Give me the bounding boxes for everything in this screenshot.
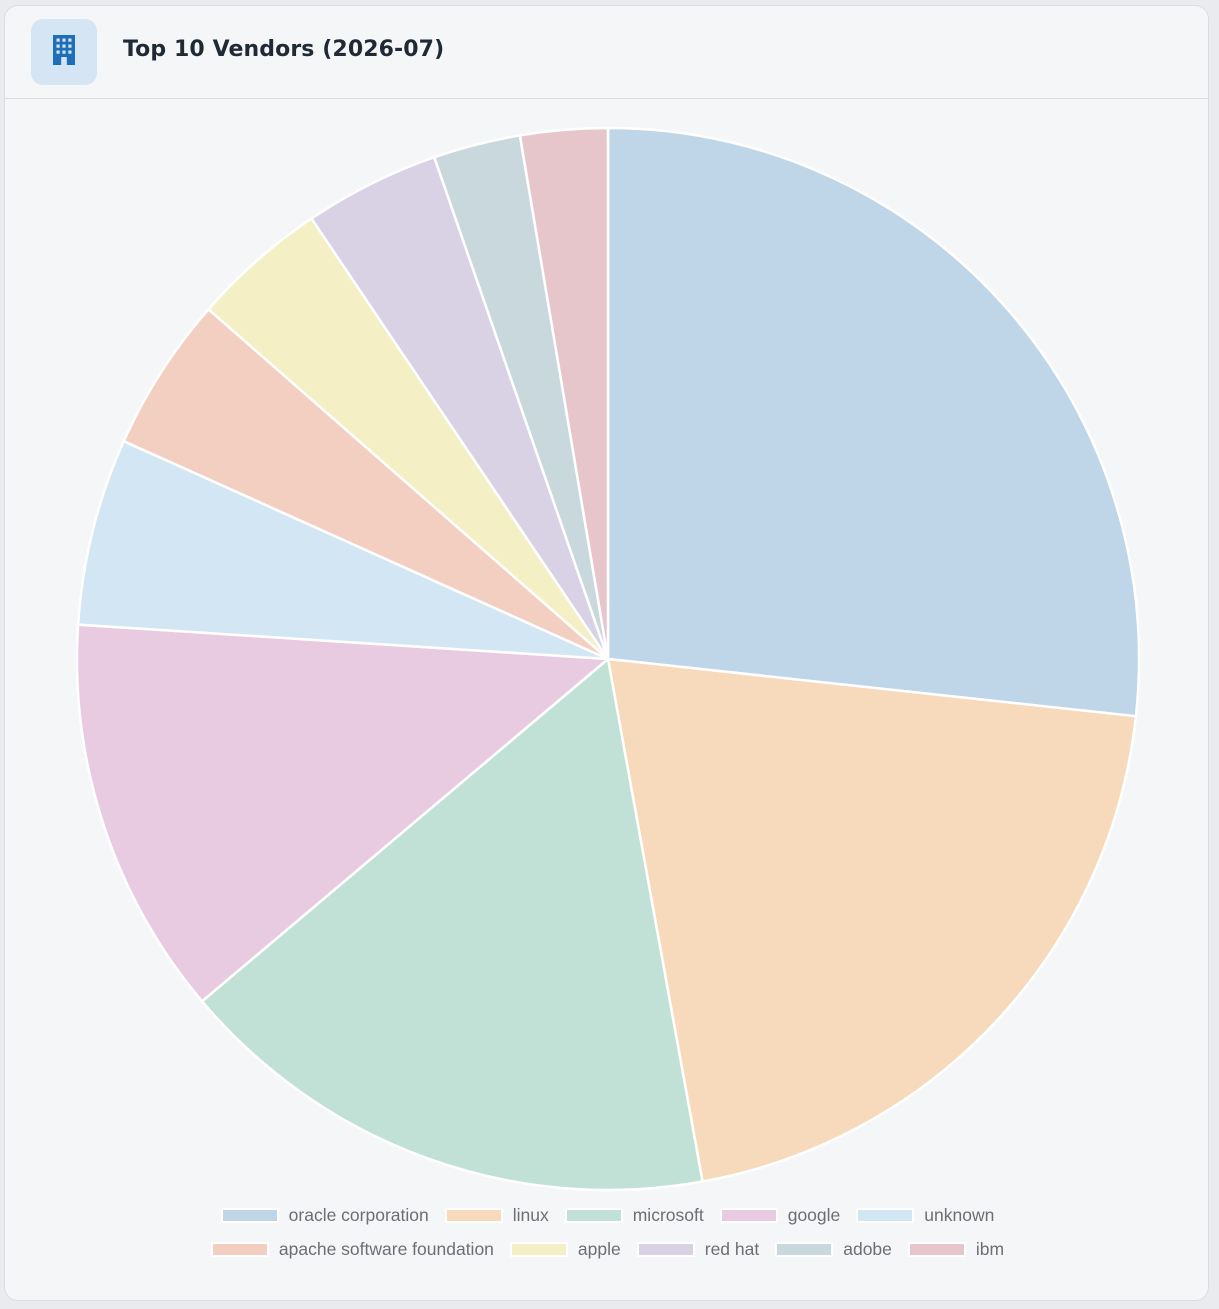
legend-label: google (787, 1205, 841, 1225)
legend-row: apache software foundation apple red hat ad… (210, 1238, 1005, 1261)
pie-chart (75, 126, 1141, 1192)
pie-slice-oracle-corporation[interactable] (606, 126, 1141, 718)
legend-swatch (907, 1242, 966, 1257)
legend-item-adobe[interactable]: adobe (775, 1238, 892, 1261)
legend-label: ibm (975, 1239, 1005, 1259)
legend-item-ibm[interactable]: ibm (907, 1238, 1005, 1261)
legend-label: adobe (843, 1239, 892, 1259)
legend-swatch (444, 1208, 503, 1223)
card-header: Top 10 Vendors (2026-07) (5, 6, 1208, 99)
legend-swatch (210, 1242, 269, 1257)
chart-legend: oracle corporation linux microsoft google un… (5, 1204, 1208, 1261)
legend-swatch (719, 1208, 778, 1223)
chart-title: Top 10 Vendors (2026-07) (123, 37, 445, 62)
legend-item-apache-software-foundation[interactable]: apache software foundation (210, 1238, 494, 1261)
header-icon-tile (31, 19, 97, 85)
legend-item-unknown[interactable]: unknown (856, 1204, 994, 1227)
legend-swatch (564, 1208, 623, 1223)
legend-item-apple[interactable]: apple (509, 1238, 621, 1261)
legend-label: microsoft (632, 1205, 704, 1225)
chart-card: Top 10 Vendors (2026-07) oracle corporat… (4, 5, 1209, 1301)
pie-slice-microsoft[interactable] (200, 657, 704, 1192)
legend-label: red hat (704, 1239, 760, 1259)
pie-slice-apache-software-foundation[interactable] (122, 308, 610, 661)
legend-label: oracle corporation (288, 1205, 429, 1225)
legend-label: linux (512, 1205, 549, 1225)
legend-item-linux[interactable]: linux (444, 1204, 549, 1227)
pie-slice-linux[interactable] (606, 657, 1138, 1183)
legend-swatch (856, 1208, 915, 1223)
legend-item-oracle-corporation[interactable]: oracle corporation (220, 1204, 429, 1227)
pie-slice-unknown[interactable] (76, 439, 610, 661)
legend-swatch (220, 1208, 279, 1223)
legend-swatch (636, 1242, 695, 1257)
legend-item-microsoft[interactable]: microsoft (564, 1204, 704, 1227)
legend-label: apache software foundation (278, 1239, 494, 1259)
pie-slice-google[interactable] (75, 623, 610, 1003)
legend-row: oracle corporation linux microsoft google un… (220, 1204, 994, 1227)
building-icon (52, 34, 76, 71)
legend-item-google[interactable]: google (719, 1204, 841, 1227)
legend-label: unknown (924, 1205, 995, 1225)
legend-swatch (509, 1242, 568, 1257)
pie-slice-ibm[interactable] (518, 126, 610, 661)
legend-swatch (775, 1242, 834, 1257)
legend-item-red-hat[interactable]: red hat (636, 1238, 760, 1261)
legend-label: apple (577, 1239, 621, 1259)
